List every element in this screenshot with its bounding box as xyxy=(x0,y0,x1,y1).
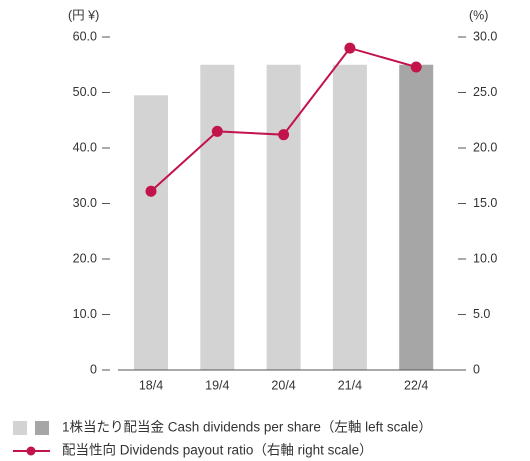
y2-tick-label: 5.0 xyxy=(473,307,490,321)
x-tick-label: 19/4 xyxy=(205,378,229,392)
legend-swatch xyxy=(35,421,49,435)
legend-point xyxy=(26,446,36,456)
legend-swatch xyxy=(13,421,27,435)
y2-tick-label: 20.0 xyxy=(473,140,497,154)
bar xyxy=(200,64,235,370)
point xyxy=(211,125,223,137)
y-tick-label: 30.0 xyxy=(73,196,97,210)
y-tick-label: 0 xyxy=(90,362,97,376)
point xyxy=(410,61,422,73)
point xyxy=(145,185,157,197)
point xyxy=(278,129,290,141)
y2-unit: (%) xyxy=(469,8,488,22)
y2-tick-label: 25.0 xyxy=(473,85,497,99)
y2-tick-label: 10.0 xyxy=(473,251,497,265)
legend-label: 配当性向 Dividends payout ratio（右軸 right sca… xyxy=(62,443,373,458)
y2-tick-label: 15.0 xyxy=(473,196,497,210)
bar xyxy=(266,64,301,370)
x-tick-label: 22/4 xyxy=(404,378,428,392)
x-tick-label: 21/4 xyxy=(338,378,362,392)
y2-tick-label: 30.0 xyxy=(473,29,497,43)
y-tick-label: 40.0 xyxy=(73,140,97,154)
y-tick-label: 10.0 xyxy=(73,307,97,321)
y-unit: (円 ¥) xyxy=(68,8,99,22)
x-tick-label: 18/4 xyxy=(139,378,163,392)
x-tick-label: 20/4 xyxy=(271,378,295,392)
bar xyxy=(332,64,367,370)
bar xyxy=(399,64,434,370)
y-tick-label: 50.0 xyxy=(73,85,97,99)
y2-tick-label: 0 xyxy=(473,362,480,376)
y-tick-label: 60.0 xyxy=(73,29,97,43)
bar xyxy=(134,95,168,371)
point xyxy=(344,42,356,54)
legend-label: 1株当たり配当金 Cash dividends per share（左軸 lef… xyxy=(62,420,432,435)
y-tick-label: 20.0 xyxy=(73,251,97,265)
